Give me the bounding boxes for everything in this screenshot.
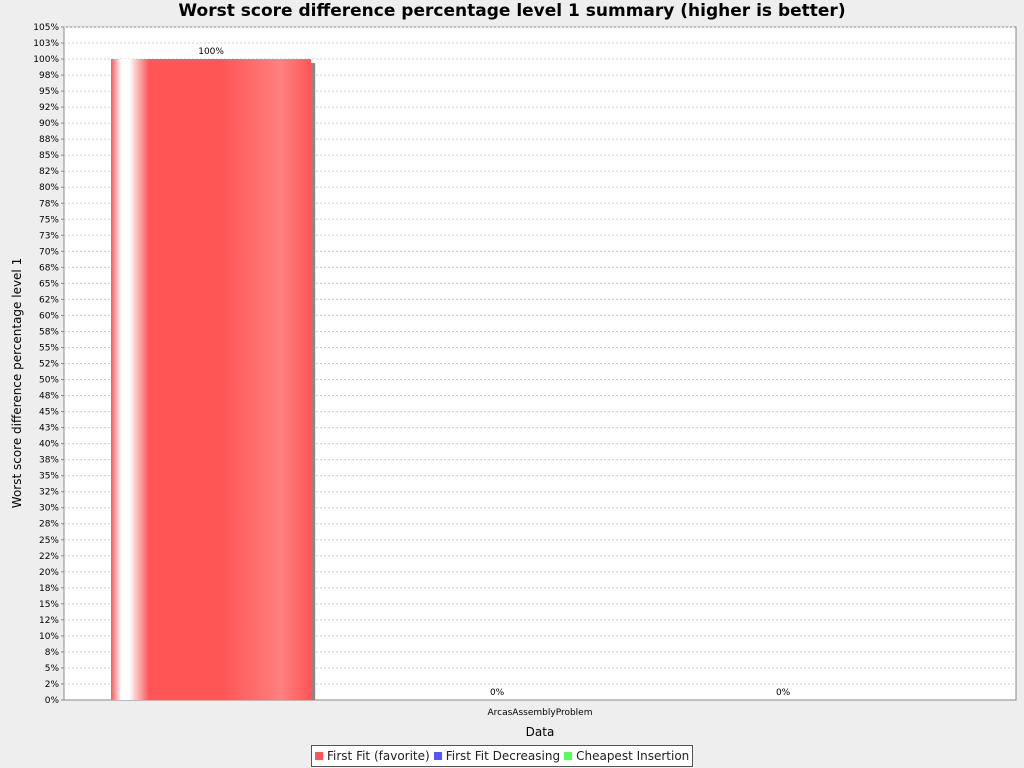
y-tick-label: 0% [45, 696, 60, 706]
y-tick-label: 50% [39, 376, 59, 386]
legend-item: Cheapest Insertion [564, 749, 689, 763]
bar-value-label: 0% [776, 688, 791, 698]
y-tick-label: 43% [39, 424, 59, 434]
y-tick-label: 75% [39, 215, 59, 225]
grid-layer [64, 26, 1016, 685]
bar-layer [111, 59, 316, 701]
y-tick-label: 62% [39, 295, 59, 305]
y-tick-label: 70% [39, 247, 59, 257]
y-tick-label: 48% [39, 392, 59, 402]
legend-swatch [433, 752, 442, 760]
y-tick-label: 92% [39, 103, 59, 113]
legend-item: First Fit (favorite) [315, 749, 430, 763]
y-tick-label: 82% [39, 167, 59, 177]
y-tick-label: 22% [39, 552, 59, 562]
y-tick-label: 78% [39, 199, 59, 209]
y-tick-label: 12% [39, 616, 59, 626]
y-tick-label: 105% [33, 23, 59, 33]
bar [111, 59, 312, 701]
y-tick-label: 40% [39, 440, 59, 450]
bar-value-label: 100% [198, 47, 224, 57]
x-axis-label: Data [526, 725, 555, 739]
y-tick-label: 80% [39, 183, 59, 193]
y-tick-label: 90% [39, 119, 59, 129]
y-tick-label: 35% [39, 472, 59, 482]
legend-swatch [564, 752, 573, 760]
y-tick-label: 2% [45, 680, 60, 690]
x-category-label: ArcasAssemblyProblem [488, 708, 593, 718]
value-label-layer: 100% 0% 0% [198, 47, 790, 698]
y-tick-label: 32% [39, 488, 59, 498]
y-tick-label: 18% [39, 584, 59, 594]
y-tick-label: 15% [39, 600, 59, 610]
y-tick-label: 30% [39, 504, 59, 514]
y-tick-label: 20% [39, 568, 59, 578]
chart-title: Worst score difference percentage level … [178, 1, 846, 21]
y-tick-label: 38% [39, 456, 59, 466]
y-axis-ticks: 0% 2% 5% 8% 10% 12% 15% 18% 20% 22% 25% 28% 30% 32% 35… [33, 23, 64, 706]
legend-label: First Fit Decreasing [445, 749, 561, 763]
y-tick-label: 85% [39, 151, 59, 161]
y-tick-label: 55% [39, 343, 59, 353]
y-tick-label: 52% [39, 360, 59, 370]
bar-value-label: 0% [490, 688, 505, 698]
legend-item: First Fit Decreasing [433, 749, 561, 763]
y-tick-label: 28% [39, 520, 59, 530]
y-tick-label: 10% [39, 632, 59, 642]
y-tick-label: 25% [39, 536, 59, 546]
y-axis-label: Worst score difference percentage level … [10, 258, 24, 508]
legend-label: First Fit (favorite) [327, 749, 430, 763]
legend: First Fit (favorite) First Fit Decreasing… [311, 745, 694, 767]
y-tick-label: 73% [39, 231, 59, 241]
y-tick-label: 58% [39, 327, 59, 337]
y-tick-label: 95% [39, 87, 59, 97]
y-tick-label: 60% [39, 311, 59, 321]
y-tick-label: 98% [39, 71, 59, 81]
y-tick-label: 68% [39, 263, 59, 273]
legend-label: Cheapest Insertion [576, 749, 690, 763]
y-tick-label: 8% [45, 648, 60, 658]
y-tick-label: 100% [33, 55, 59, 65]
legend-swatch [315, 752, 323, 760]
y-tick-label: 65% [39, 279, 59, 289]
y-tick-label: 103% [33, 39, 59, 49]
y-tick-label: 88% [39, 135, 59, 145]
y-tick-label: 45% [39, 408, 59, 418]
y-tick-label: 5% [45, 664, 60, 674]
